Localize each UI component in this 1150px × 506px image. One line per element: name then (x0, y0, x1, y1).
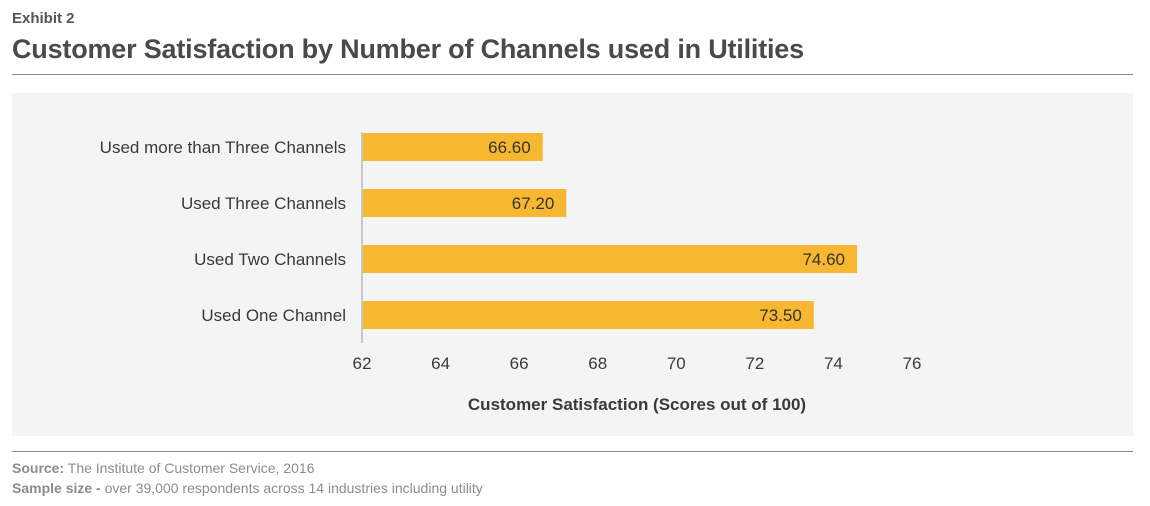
data-label: 74.60 (802, 250, 845, 269)
category-label: Used more than Three Channels (100, 138, 346, 157)
source-note: Source: The Institute of Customer Servic… (12, 460, 314, 476)
x-tick-label: 64 (431, 354, 450, 373)
x-tick-label: 76 (903, 354, 922, 373)
bar (363, 301, 814, 329)
bar (363, 245, 857, 273)
data-label: 66.60 (488, 138, 531, 157)
sample-size-note: Sample size - over 39,000 respondents ac… (12, 480, 483, 496)
x-tick-label: 68 (588, 354, 607, 373)
x-tick-label: 66 (510, 354, 529, 373)
data-label: 73.50 (759, 306, 802, 325)
x-tick-label: 72 (745, 354, 764, 373)
exhibit-label: Exhibit 2 (12, 10, 75, 27)
bar (363, 189, 567, 217)
x-tick-label: 74 (824, 354, 843, 373)
source-text: The Institute of Customer Service, 2016 (64, 460, 315, 476)
sample-size-text: over 39,000 respondents across 14 indust… (100, 480, 483, 496)
page-title: Customer Satisfaction by Number of Chann… (12, 34, 804, 64)
category-label: Used Three Channels (181, 194, 346, 213)
x-tick-label: 70 (667, 354, 686, 373)
source-label: Source: (12, 460, 65, 476)
x-tick-label: 62 (353, 354, 372, 373)
bar (363, 133, 543, 161)
data-label: 67.20 (512, 194, 555, 213)
x-axis-title: Customer Satisfaction (Scores out of 100… (468, 395, 806, 414)
title-divider (12, 74, 1133, 75)
footer-divider (12, 451, 1133, 452)
sample-size-label: Sample size - (12, 480, 101, 496)
category-label: Used Two Channels (194, 250, 346, 269)
category-label: Used One Channel (201, 306, 346, 325)
